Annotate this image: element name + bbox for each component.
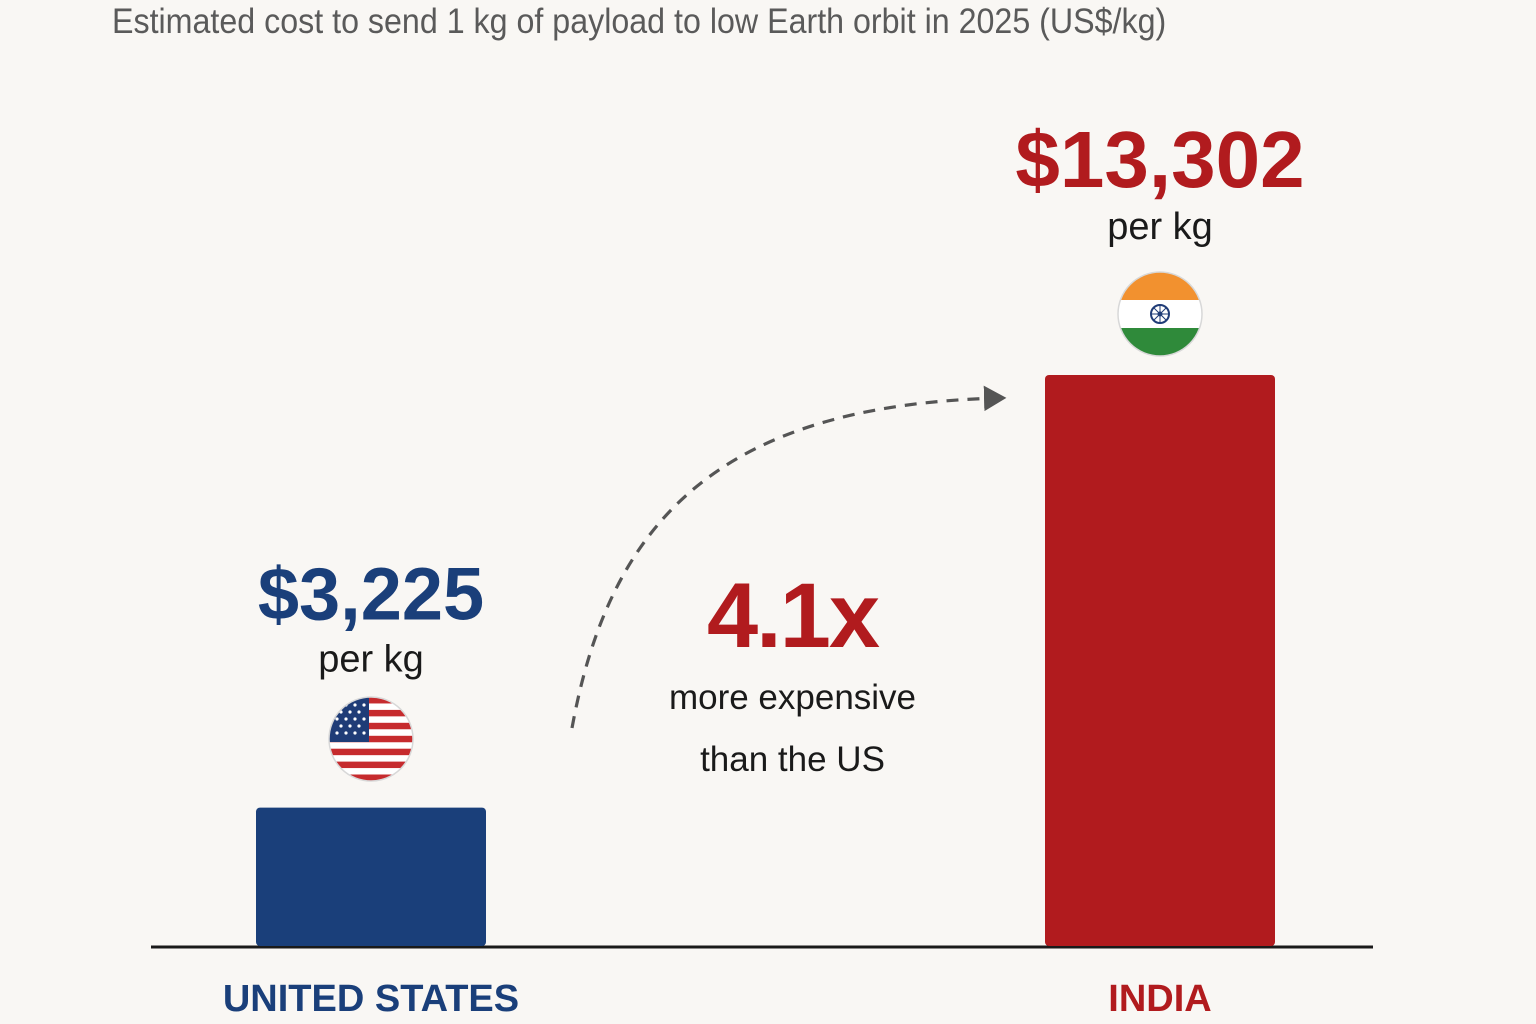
value-label-united-states: $3,225: [258, 553, 484, 636]
bar-united-states: [256, 807, 486, 946]
value-label-india: $13,302: [1015, 115, 1304, 204]
bar-india: [1045, 375, 1275, 946]
category-label-india: INDIA: [1108, 978, 1211, 1020]
comparison-arrow: [570, 385, 1007, 729]
ratio-label: 4.1x: [706, 565, 880, 667]
unit-label-india: per kg: [1107, 206, 1213, 248]
chart-title: Estimated cost to send 1 kg of payload t…: [112, 2, 1167, 41]
unit-label-united-states: per kg: [318, 639, 424, 681]
india-flag-icon: [1117, 271, 1203, 357]
category-label-united-states: UNITED STATES: [223, 978, 519, 1020]
ratio-note-line2: than the US: [700, 740, 885, 779]
us-flag-icon: [328, 696, 414, 782]
ratio-note-line1: more expensive: [668, 678, 917, 717]
comparison-callout: 4.1x more expensive than the US: [600, 570, 985, 786]
